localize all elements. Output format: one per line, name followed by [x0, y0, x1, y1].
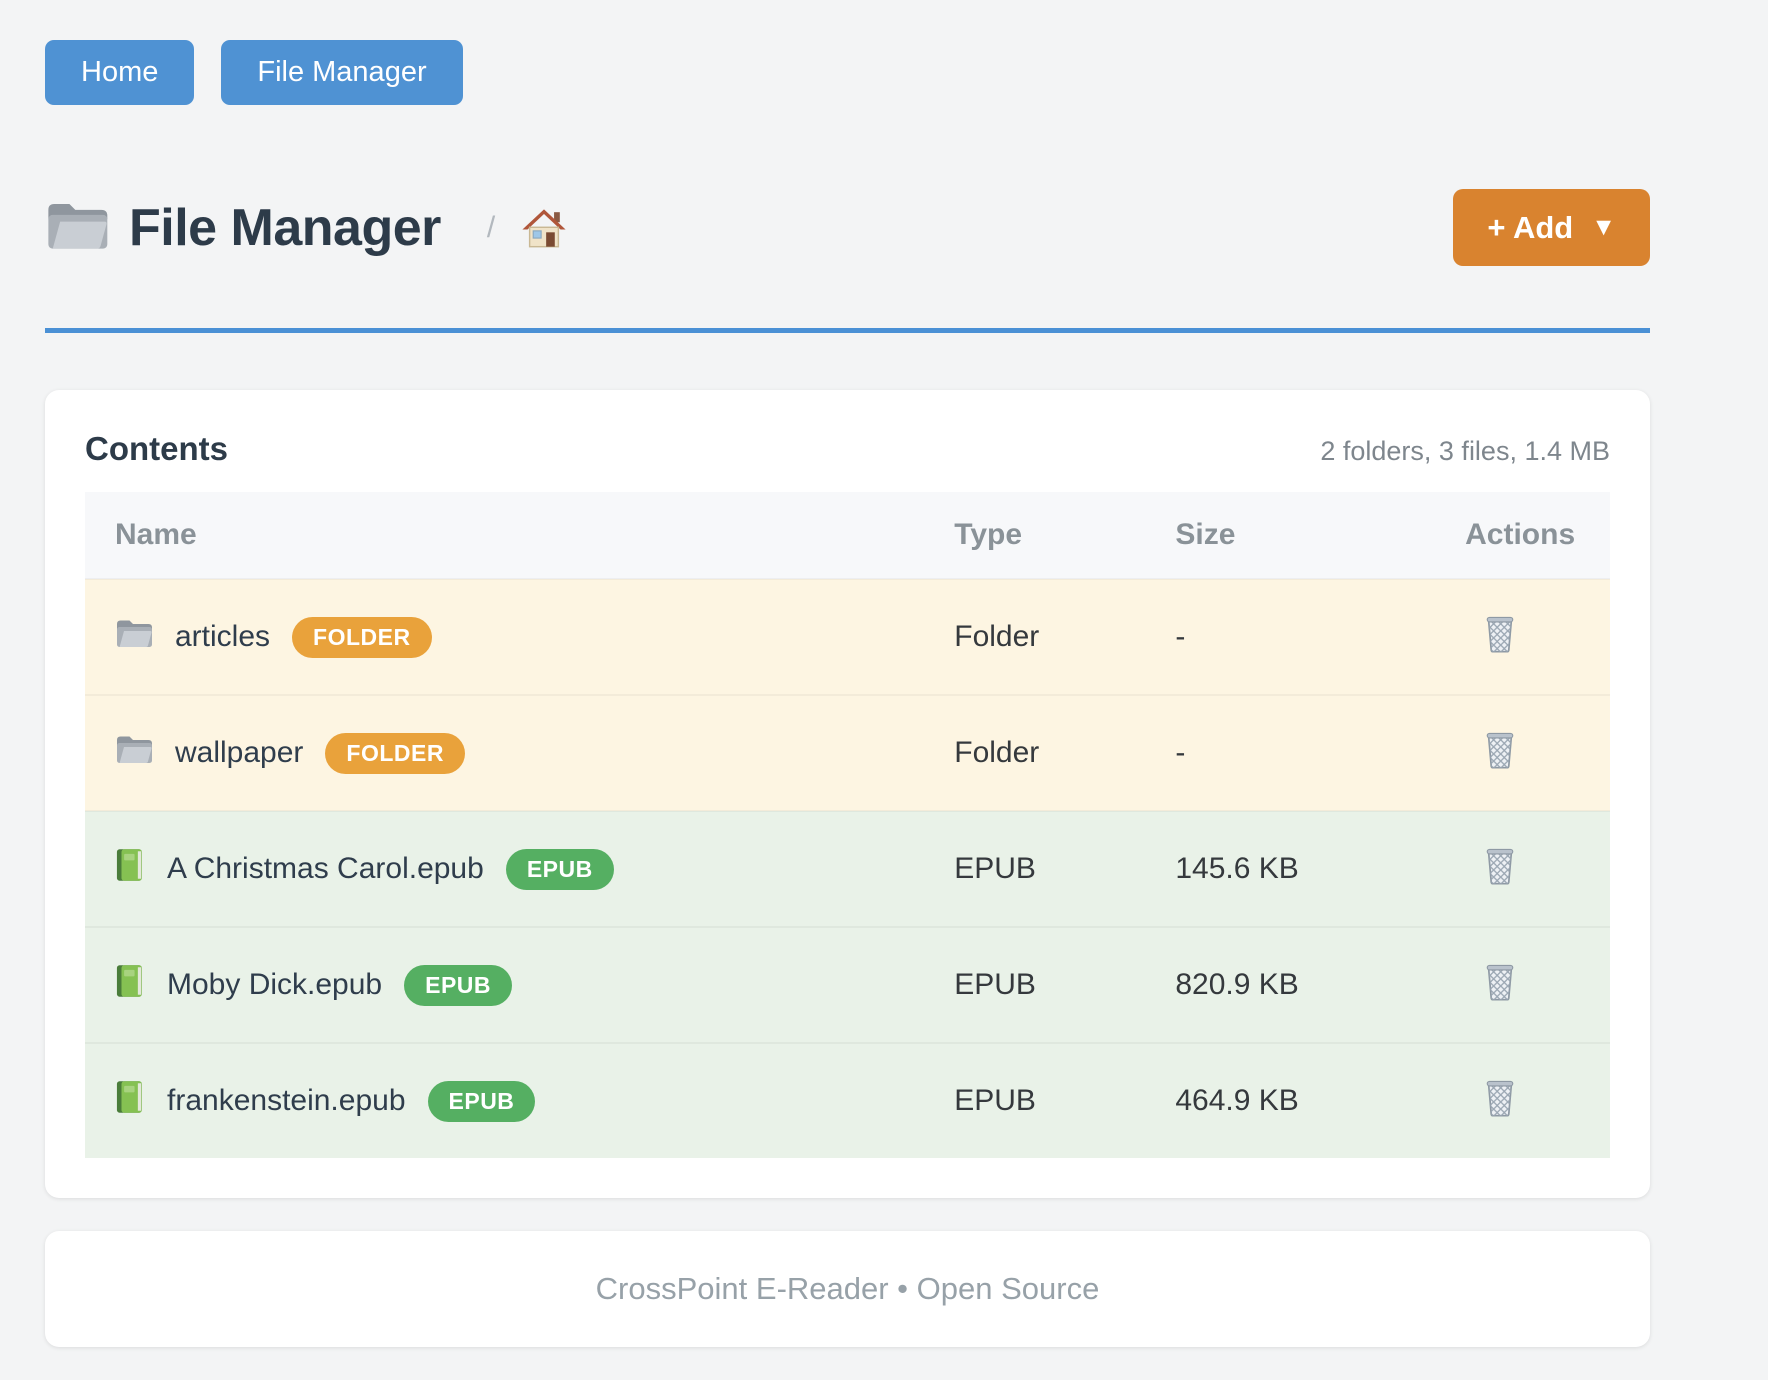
- add-button-label: + Add: [1487, 210, 1574, 245]
- home-icon[interactable]: [521, 205, 567, 251]
- delete-button[interactable]: [1465, 845, 1517, 888]
- type-badge: EPUB: [505, 848, 614, 890]
- file-name: articles: [175, 620, 271, 653]
- book-icon: [115, 848, 145, 890]
- top-nav: Home File Manager: [45, 0, 1650, 105]
- file-manager-nav-button[interactable]: File Manager: [221, 40, 463, 105]
- trash-icon: [1483, 961, 1517, 1004]
- table-row: A Christmas Carol.epub EPUB EPUB 145.6 K…: [85, 811, 1610, 927]
- book-icon: [115, 1080, 145, 1122]
- type-cell: Folder: [954, 620, 1040, 653]
- page-container: Home File Manager File Manager /: [45, 0, 1650, 1347]
- footer: CrossPoint E-Reader • Open Source: [45, 1231, 1650, 1347]
- type-cell: Folder: [954, 736, 1040, 769]
- page-title-text: File Manager: [129, 198, 441, 257]
- trash-icon: [1483, 613, 1517, 656]
- file-name: Moby Dick.epub: [167, 968, 383, 1001]
- caret-down-icon: ▼: [1591, 213, 1616, 241]
- type-badge: FOLDER: [292, 616, 432, 658]
- type-cell: EPUB: [954, 1084, 1036, 1117]
- header-divider: [45, 328, 1650, 333]
- breadcrumb-separator: /: [486, 210, 496, 244]
- book-icon: [115, 964, 145, 1006]
- trash-icon: [1483, 1077, 1517, 1120]
- home-nav-button[interactable]: Home: [45, 40, 195, 105]
- add-button[interactable]: + Add ▼: [1453, 189, 1650, 266]
- table-row: wallpaper FOLDER Folder -: [85, 695, 1610, 811]
- type-badge: EPUB: [427, 1080, 536, 1122]
- folder-link[interactable]: articles FOLDER: [85, 616, 954, 658]
- delete-button[interactable]: [1465, 961, 1517, 1004]
- file-name: A Christmas Carol.epub: [167, 852, 484, 885]
- column-header-type: Type: [954, 492, 1176, 579]
- file-name: wallpaper: [175, 736, 304, 769]
- column-header-name: Name: [85, 492, 955, 579]
- size-cell: -: [1175, 736, 1186, 769]
- column-header-size: Size: [1175, 492, 1466, 579]
- file-table: Name Type Size Actions: [85, 492, 1610, 1158]
- contents-card: Contents 2 folders, 3 files, 1.4 MB Name…: [45, 390, 1650, 1198]
- type-cell: EPUB: [954, 852, 1036, 885]
- size-cell: -: [1175, 620, 1186, 653]
- column-header-actions: Actions: [1465, 492, 1610, 579]
- folder-icon: [115, 733, 153, 773]
- size-cell: 464.9 KB: [1175, 1084, 1299, 1117]
- contents-summary: 2 folders, 3 files, 1.4 MB: [1320, 436, 1610, 466]
- type-cell: EPUB: [954, 968, 1036, 1001]
- trash-icon: [1483, 845, 1517, 888]
- page-title: File Manager /: [45, 198, 567, 258]
- file-link[interactable]: Moby Dick.epub EPUB: [85, 964, 954, 1006]
- folder-icon: [45, 198, 109, 257]
- table-row: Moby Dick.epub EPUB EPUB 820.9 KB: [85, 927, 1610, 1043]
- delete-button[interactable]: [1465, 613, 1517, 656]
- table-row: frankenstein.epub EPUB EPUB 464.9 KB: [85, 1043, 1610, 1158]
- file-name: frankenstein.epub: [167, 1084, 406, 1117]
- contents-card-header: Contents 2 folders, 3 files, 1.4 MB: [85, 430, 1610, 468]
- page-header: File Manager / + Add ▼: [45, 189, 1650, 266]
- folder-icon: [115, 617, 153, 657]
- size-cell: 145.6 KB: [1175, 852, 1299, 885]
- table-header-row: Name Type Size Actions: [85, 492, 1610, 579]
- trash-icon: [1483, 729, 1517, 772]
- file-link[interactable]: A Christmas Carol.epub EPUB: [85, 848, 954, 890]
- type-badge: FOLDER: [325, 732, 465, 774]
- folder-link[interactable]: wallpaper FOLDER: [85, 732, 954, 774]
- contents-title: Contents: [85, 430, 228, 467]
- type-badge: EPUB: [404, 964, 513, 1006]
- delete-button[interactable]: [1465, 1077, 1517, 1120]
- footer-text: CrossPoint E-Reader • Open Source: [595, 1271, 1100, 1306]
- delete-button[interactable]: [1465, 729, 1517, 772]
- file-link[interactable]: frankenstein.epub EPUB: [85, 1080, 954, 1122]
- size-cell: 820.9 KB: [1175, 968, 1299, 1001]
- table-row: articles FOLDER Folder -: [85, 579, 1610, 695]
